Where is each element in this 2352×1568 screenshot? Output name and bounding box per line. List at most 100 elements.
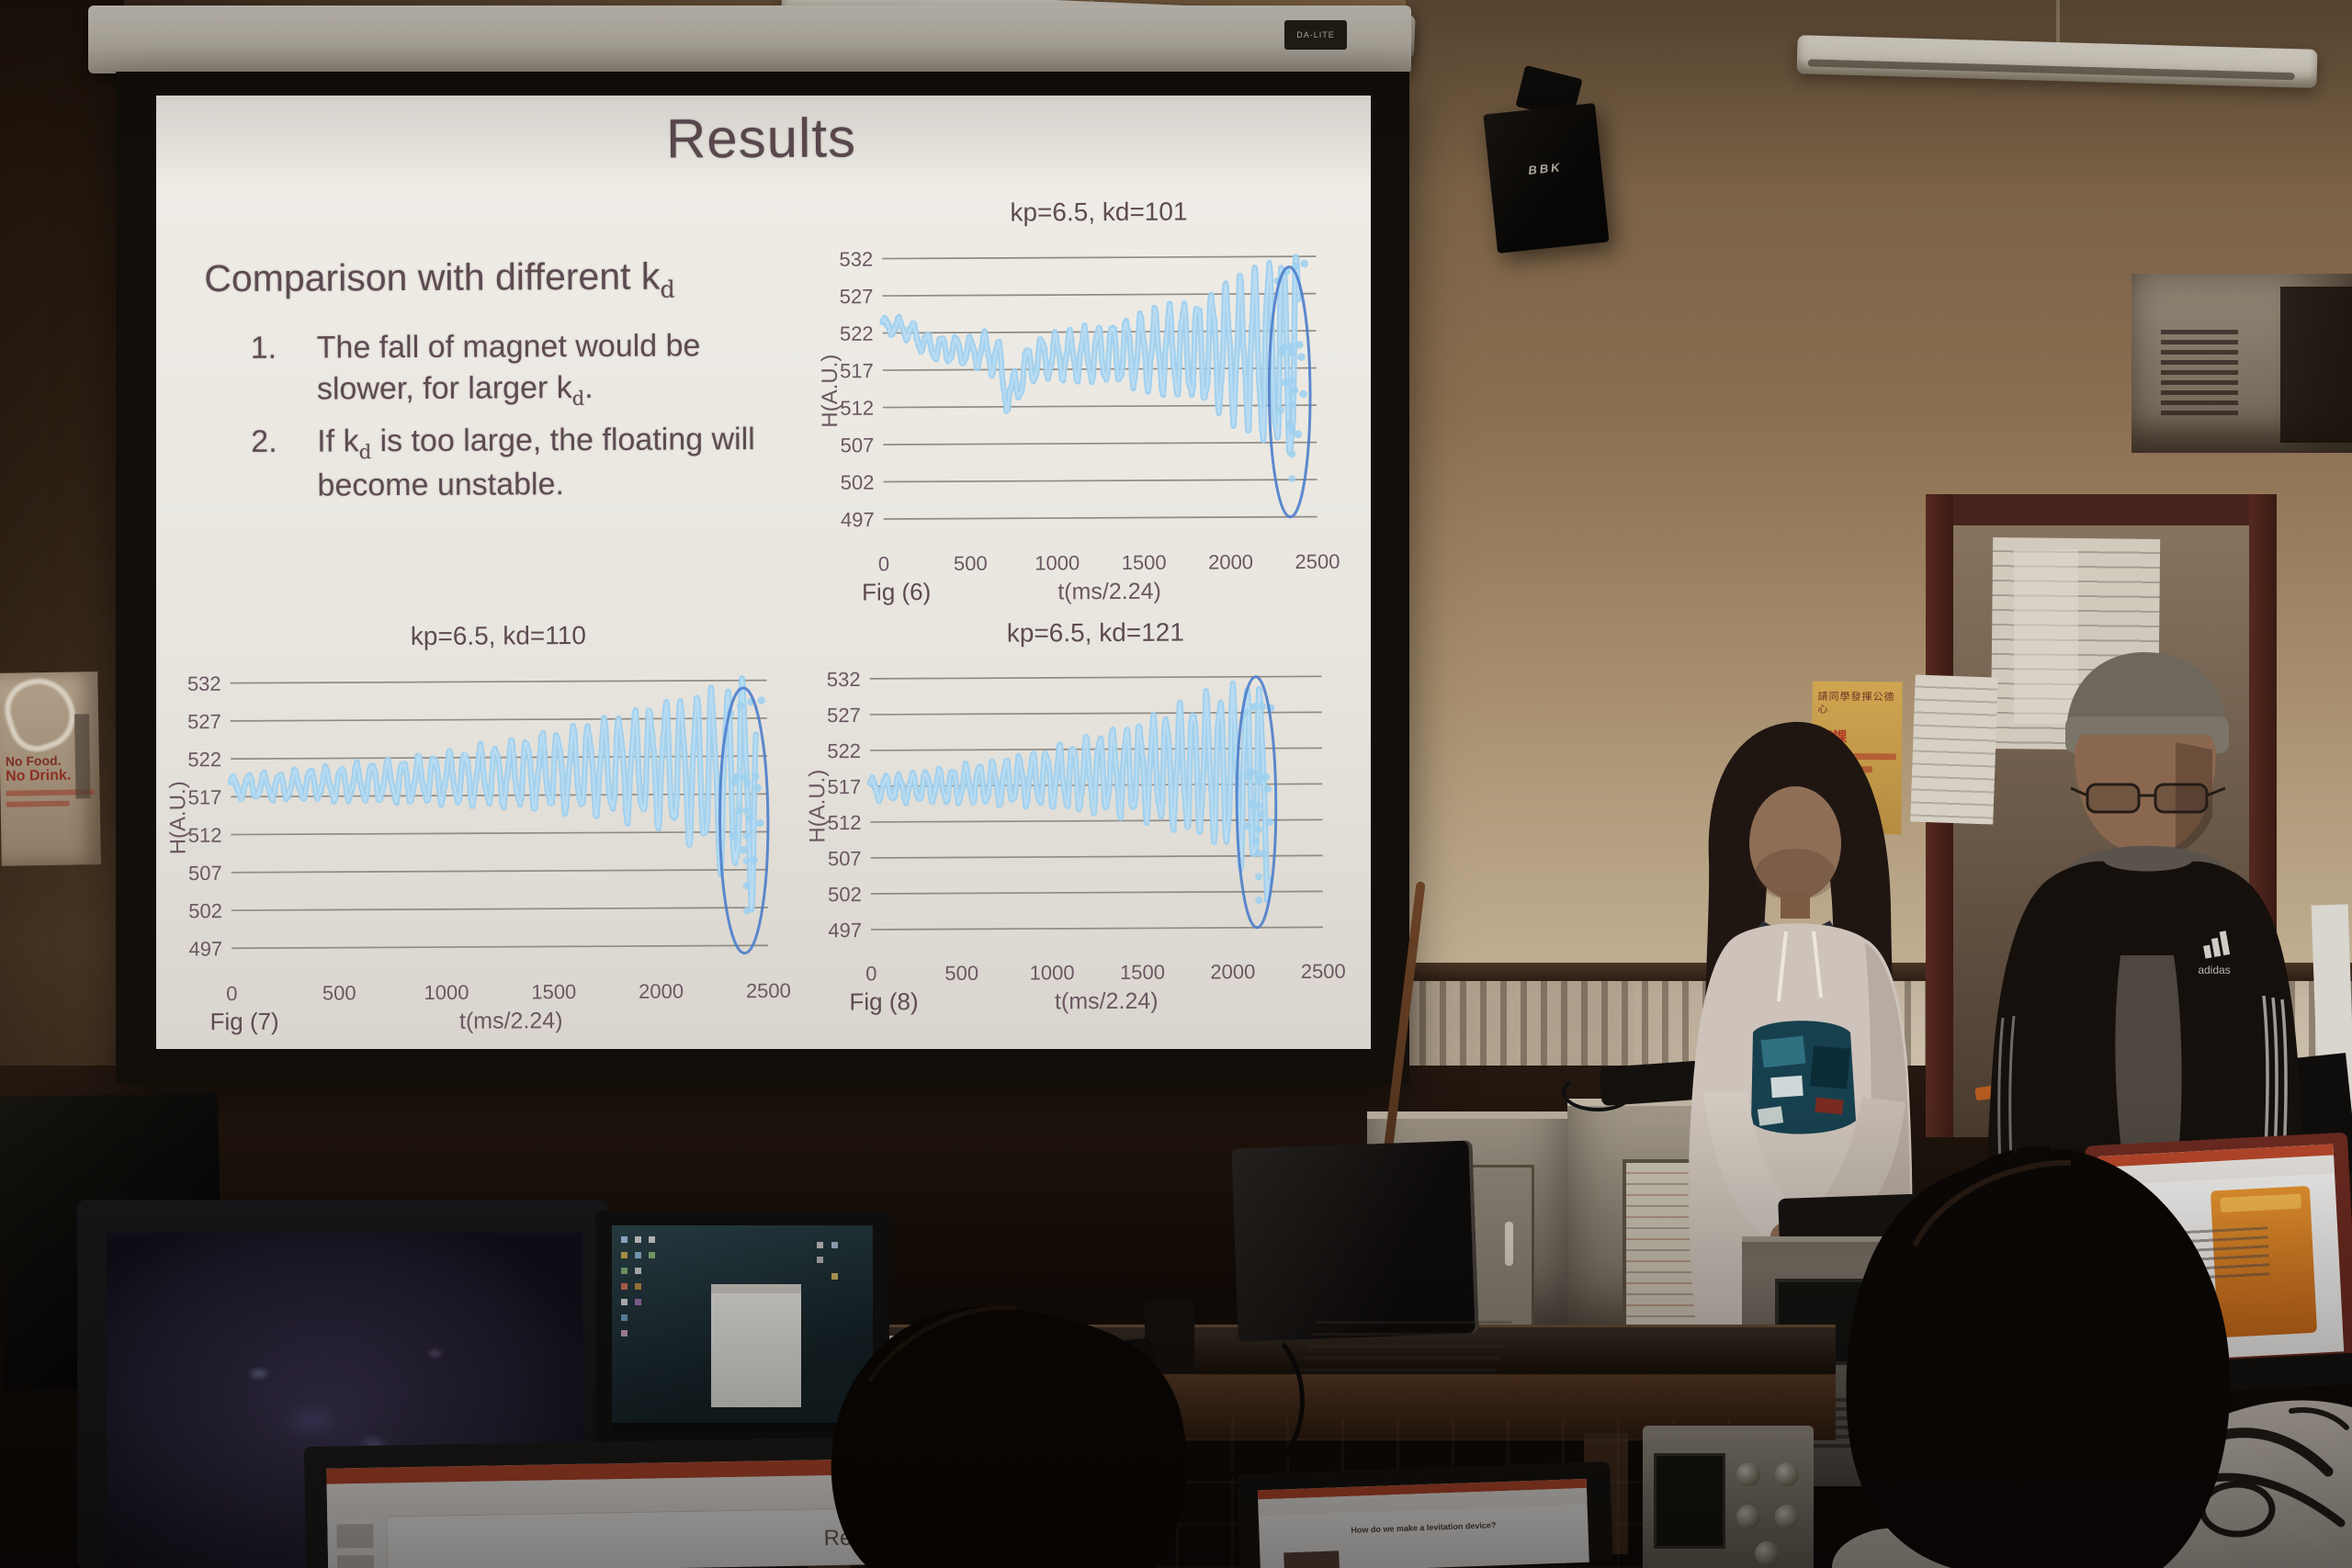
svg-text:2000: 2000 [1208,550,1253,573]
svg-text:500: 500 [944,962,978,985]
svg-text:2000: 2000 [639,979,684,1002]
svg-text:2500: 2500 [1301,960,1346,983]
svg-text:507: 507 [840,434,874,457]
svg-text:H(A.U.): H(A.U.) [165,781,190,854]
svg-text:0: 0 [865,962,876,985]
svg-text:532: 532 [839,248,873,271]
svg-text:kp=6.5, kd=110: kp=6.5, kd=110 [411,621,586,650]
door-lintel [1926,494,2277,525]
heading-kd-symbol: d [660,254,674,303]
svg-text:497: 497 [828,919,862,942]
svg-text:497: 497 [188,937,222,960]
oscilloscope-knob [1736,1462,1760,1486]
svg-text:522: 522 [827,739,861,762]
oscilloscope-knob [1755,1541,1779,1565]
neck [1781,891,1810,919]
kd-subscript: d [571,386,585,410]
adidas-wordmark: adidas [2198,964,2230,976]
svg-text:2000: 2000 [1210,960,1255,983]
screen-brand-badge: DA-LITE [1284,20,1347,50]
list-text-pre: The fall of magnet would be slower, for … [316,328,701,407]
head-silhouette [831,1306,1187,1568]
svg-text:517: 517 [187,785,221,808]
list-text-post: is too large, the floating will become u… [317,422,755,503]
wall-speaker: BBK [1483,103,1610,254]
levitation-slide-screen: How do we make a levitation device? [1257,1478,1589,1568]
svg-text:502: 502 [188,899,222,922]
svg-text:512: 512 [188,824,222,847]
audience-laptop-levitation: How do we make a levitation device? [1237,1461,1613,1568]
svg-text:1000: 1000 [1030,961,1075,984]
wall-cabinet [2132,274,2352,453]
speaker-brand-label: BBK [1527,160,1564,177]
oscilloscope-screen [1654,1453,1725,1549]
svg-text:t(ms/2.24): t(ms/2.24) [459,1008,563,1034]
list-text-post: . [584,369,594,405]
svg-text:502: 502 [841,471,875,494]
slide-image-thumb [1283,1551,1340,1568]
svg-text:497: 497 [841,508,875,531]
list-text: If kd is too large, the floating will be… [317,419,795,506]
projector-screen-surface: Results Comparison with different kd 1. … [156,96,1371,1049]
svg-text:t(ms/2.24): t(ms/2.24) [1055,988,1159,1015]
svg-text:507: 507 [188,862,222,885]
svg-text:0: 0 [878,552,889,575]
svg-text:500: 500 [954,552,988,575]
light-hanger-rod [2056,0,2060,46]
sign-blur-line [6,800,70,807]
svg-text:507: 507 [828,847,862,870]
presenter-laptop-keyboard [1297,1312,1516,1374]
svg-text:2500: 2500 [746,979,791,1002]
cabinet-vent [2161,327,2238,415]
audience-head-silhouette [831,1305,1187,1568]
svg-text:527: 527 [840,285,874,308]
svg-text:Fig (7): Fig (7) [209,1008,278,1035]
svg-text:527: 527 [827,704,861,727]
slide-content: Results Comparison with different kd 1. … [156,96,1371,1049]
svg-text:t(ms/2.24): t(ms/2.24) [1057,579,1161,605]
audience-person-right [1832,1135,2352,1568]
slide-thumbnails-panel [327,1516,389,1568]
svg-text:522: 522 [187,748,221,771]
svg-text:Fig (8): Fig (8) [849,987,918,1015]
kd-subscript: d [358,440,372,464]
svg-text:1000: 1000 [1035,551,1080,574]
svg-text:512: 512 [828,811,862,834]
svg-text:522: 522 [840,322,874,345]
heading-text: Comparison with different k [204,254,661,300]
svg-text:kp=6.5, kd=121: kp=6.5, kd=121 [1007,618,1184,648]
svg-text:H(A.U.): H(A.U.) [805,770,830,843]
heading-subscript: d [660,275,675,303]
svg-text:532: 532 [827,668,861,691]
list-item-2: 2. If kd is too large, the floating will… [251,419,802,507]
kd-symbol: d [358,423,372,464]
cabinet-handle [1505,1222,1513,1266]
slide-thumbnail [336,1523,374,1549]
desktop-icons [621,1236,628,1243]
svg-text:1500: 1500 [1120,961,1165,984]
svg-text:Fig (6): Fig (6) [862,578,931,605]
right-person-hair [1846,1146,2231,1568]
list-number: 2. [251,424,277,460]
svg-text:1500: 1500 [1122,551,1167,574]
slide-heading: Comparison with different kd [204,254,675,306]
svg-text:kp=6.5, kd=101: kp=6.5, kd=101 [1010,197,1187,227]
svg-text:517: 517 [827,775,861,798]
list-item-1: 1. The fall of magnet would be slower, f… [251,325,802,413]
svg-text:517: 517 [840,359,874,382]
svg-text:512: 512 [840,397,874,420]
svg-text:0: 0 [226,982,237,1005]
slide-title: Results [665,107,857,170]
svg-text:1500: 1500 [531,980,576,1003]
list-text: The fall of magnet would be slower, for … [317,325,795,412]
svg-text:2500: 2500 [1295,550,1340,573]
svg-text:502: 502 [828,883,862,906]
kd-symbol: d [572,369,585,410]
svg-text:500: 500 [322,981,356,1004]
oscilloscope-knob [1736,1505,1760,1529]
svg-text:532: 532 [187,672,221,695]
